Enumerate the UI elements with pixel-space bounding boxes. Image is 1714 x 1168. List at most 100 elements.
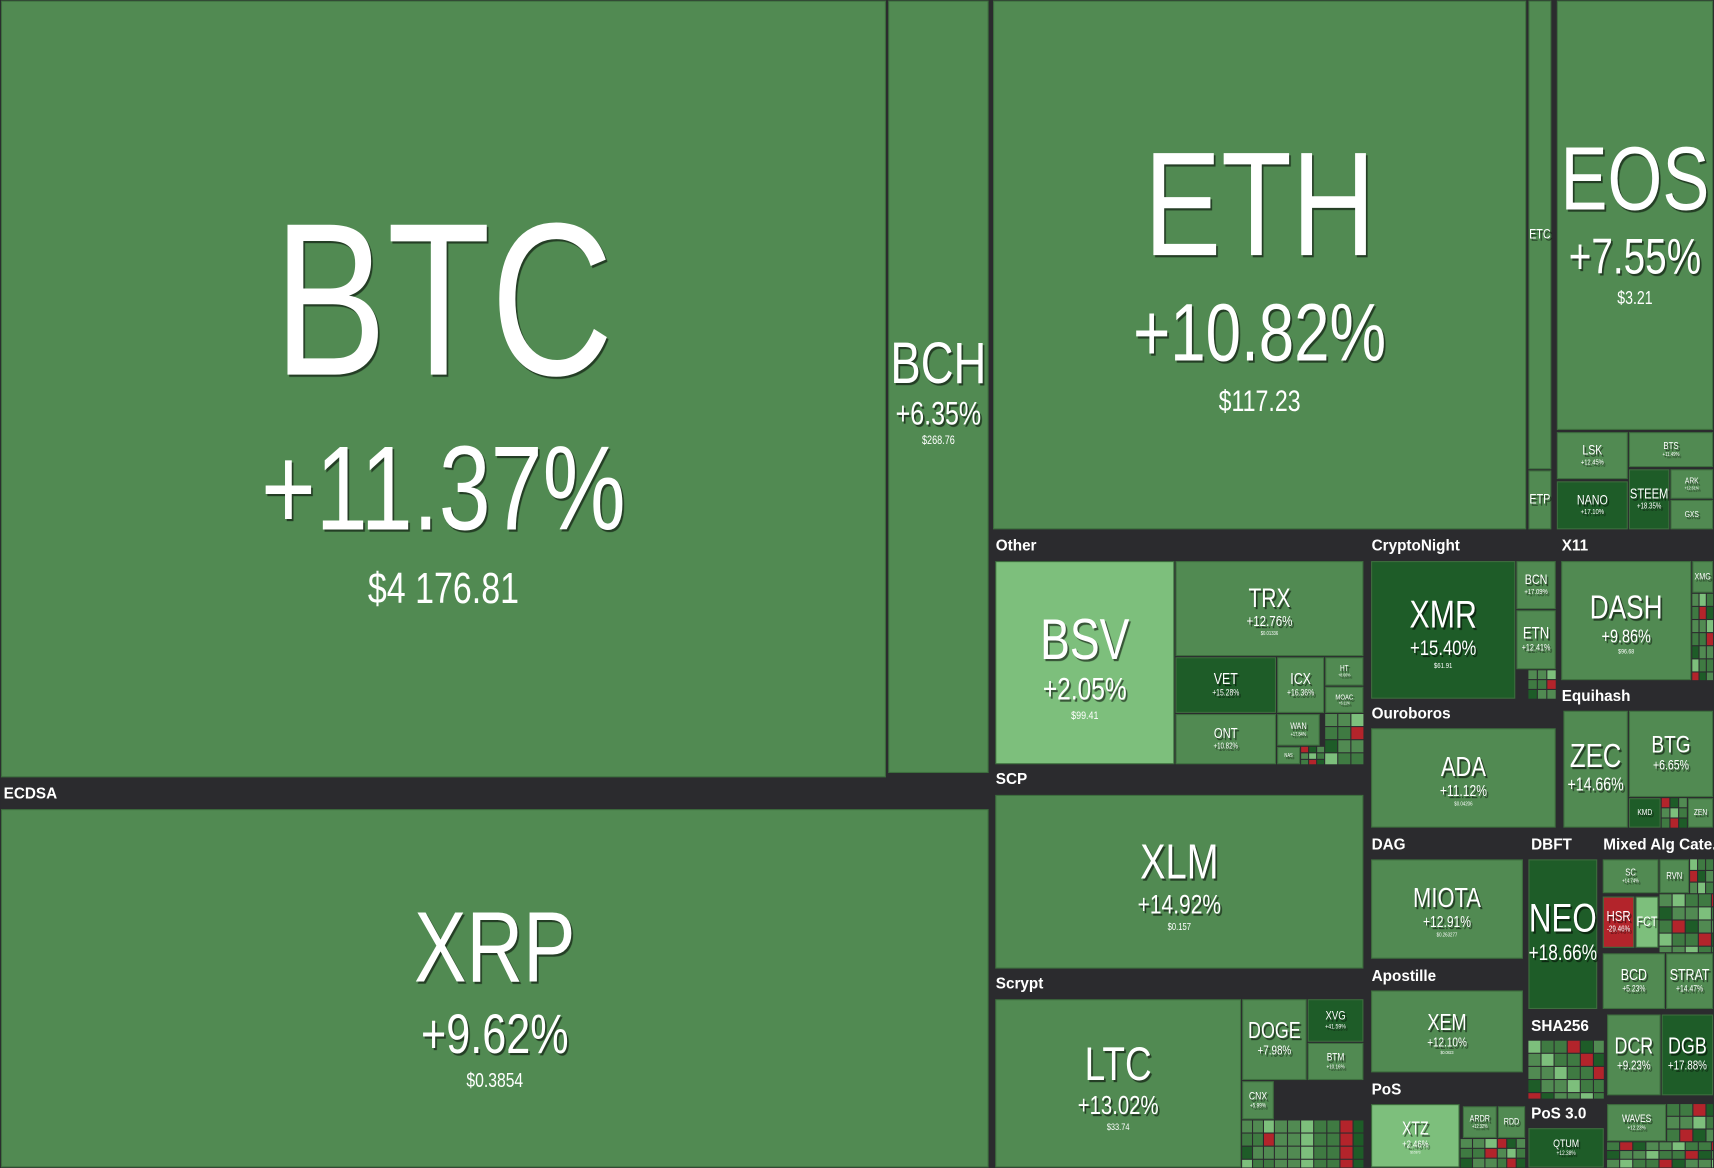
coin-tile[interactable] — [0, 809, 989, 1168]
coin-change: +2.05% — [1043, 671, 1127, 707]
coin-change: -29.46% — [1607, 924, 1631, 934]
coin-tile[interactable] — [1371, 1104, 1460, 1168]
coin-change: +11.49% — [1663, 452, 1680, 459]
coin-tile[interactable] — [1556, 481, 1628, 530]
coin-tile[interactable] — [1462, 1106, 1497, 1138]
mosaic-tile — [1567, 1053, 1580, 1066]
coin-tile[interactable] — [1635, 896, 1659, 948]
coin-symbol: MIOTA — [1413, 883, 1481, 914]
coin-tile[interactable] — [1371, 990, 1523, 1073]
mosaic-tile — [1667, 1129, 1680, 1142]
coin-tile[interactable] — [1628, 432, 1714, 468]
coin-tile[interactable] — [1659, 859, 1690, 894]
mosaic-tile — [1497, 1148, 1507, 1158]
coin-change: +18.35% — [1637, 503, 1662, 511]
coin-tile[interactable] — [1497, 1106, 1526, 1138]
coin-tile[interactable] — [1277, 714, 1320, 746]
mosaic-tile — [1309, 753, 1317, 759]
coin-tile[interactable] — [1563, 710, 1628, 828]
mosaic-tile — [1711, 907, 1714, 920]
coin-change: +15.28% — [1212, 688, 1239, 698]
coin-tile[interactable] — [1628, 469, 1670, 530]
coin-symbol: QTUM — [1553, 1138, 1579, 1150]
mosaic-tile — [1685, 1151, 1698, 1159]
coin-symbol: XVG — [1325, 1010, 1345, 1023]
coin-change: +6.65% — [1653, 757, 1689, 773]
mosaic-tile — [1317, 759, 1325, 765]
coin-tile[interactable] — [1602, 896, 1635, 948]
coin-tile[interactable] — [1175, 561, 1364, 657]
coin-tile[interactable] — [1516, 561, 1556, 610]
coin-tile[interactable] — [1277, 657, 1325, 713]
mosaic-tile — [1659, 920, 1672, 933]
coin-tile[interactable] — [993, 0, 1527, 530]
coin-tile[interactable] — [1325, 686, 1364, 713]
coin-tile[interactable] — [1607, 1104, 1667, 1142]
coin-tile[interactable] — [1687, 798, 1714, 828]
coin-tile[interactable] — [1277, 746, 1301, 765]
mosaic-tile — [1327, 1159, 1340, 1168]
mosaic-tile — [1554, 1080, 1567, 1093]
group-header: ECDSA — [4, 785, 58, 802]
coin-tile[interactable] — [0, 0, 886, 778]
mosaic-tile — [1706, 1116, 1714, 1129]
coin-tile[interactable] — [1607, 1014, 1661, 1096]
coin-tile[interactable] — [1556, 0, 1714, 430]
coin-tile[interactable] — [1528, 859, 1598, 1010]
coin-symbol: HSR — [1606, 908, 1630, 925]
coin-tile[interactable] — [1561, 561, 1692, 681]
coin-change: +14.66% — [1567, 775, 1623, 795]
mosaic-tile — [1698, 1142, 1711, 1150]
coin-tile[interactable] — [1307, 999, 1364, 1042]
coin-tile[interactable] — [1528, 470, 1552, 530]
mosaic-tile — [1706, 659, 1714, 672]
coin-tile[interactable] — [1602, 953, 1665, 1010]
coin-tile[interactable] — [995, 999, 1242, 1168]
coin-tile[interactable] — [1528, 1128, 1604, 1168]
coin-tile[interactable] — [1325, 657, 1364, 686]
coin-tile[interactable] — [1556, 432, 1628, 480]
coin-tile[interactable] — [1670, 499, 1714, 530]
coin-tile[interactable] — [1175, 657, 1277, 713]
mosaic-tile — [1620, 1159, 1633, 1168]
mosaic-tile — [1698, 1151, 1711, 1159]
coin-tile[interactable] — [1307, 1042, 1364, 1081]
coin-tile[interactable] — [1628, 798, 1661, 828]
group-header: Scrypt — [996, 975, 1044, 992]
coin-change: +7.55% — [1569, 230, 1701, 285]
mosaic-tile — [1698, 859, 1706, 870]
mosaic-tile — [1670, 798, 1679, 808]
coin-tile[interactable] — [1371, 728, 1556, 828]
mosaic-tile — [1659, 1151, 1672, 1159]
coin-tile[interactable] — [1666, 953, 1714, 1010]
coin-tile[interactable] — [1670, 469, 1714, 499]
mosaic-tile — [1711, 894, 1714, 907]
coin-price: $0.5973 — [1410, 1150, 1420, 1154]
mosaic-tile — [1554, 1040, 1567, 1053]
mosaic-tile — [1672, 1151, 1685, 1159]
mosaic-tile — [1263, 1159, 1274, 1168]
coin-tile[interactable] — [1516, 610, 1556, 670]
coin-symbol: XMR — [1410, 593, 1477, 636]
coin-tile[interactable] — [1628, 710, 1714, 798]
mosaic-tile — [1672, 933, 1685, 946]
coin-tile[interactable] — [1242, 1081, 1274, 1120]
coin-tile[interactable] — [995, 794, 1364, 969]
coin-tile[interactable] — [1528, 0, 1552, 470]
mosaic-tile — [1670, 808, 1679, 818]
coin-tile[interactable] — [995, 561, 1175, 765]
coin-tile[interactable] — [1242, 999, 1307, 1081]
mosaic-tile — [1679, 798, 1687, 808]
coin-tile[interactable] — [1371, 561, 1516, 699]
coin-tile[interactable] — [888, 0, 989, 774]
mosaic-tile — [1646, 1151, 1659, 1159]
coin-tile[interactable] — [1371, 859, 1523, 959]
coin-change: +13.02% — [1078, 1090, 1159, 1119]
mosaic-tile — [1593, 1053, 1604, 1066]
coin-tile[interactable] — [1692, 561, 1714, 593]
coin-tile[interactable] — [1175, 714, 1277, 765]
mosaic-tile — [1607, 1142, 1620, 1150]
mosaic-tile — [1706, 672, 1714, 681]
coin-tile[interactable] — [1602, 859, 1659, 894]
coin-tile[interactable] — [1661, 1014, 1714, 1096]
